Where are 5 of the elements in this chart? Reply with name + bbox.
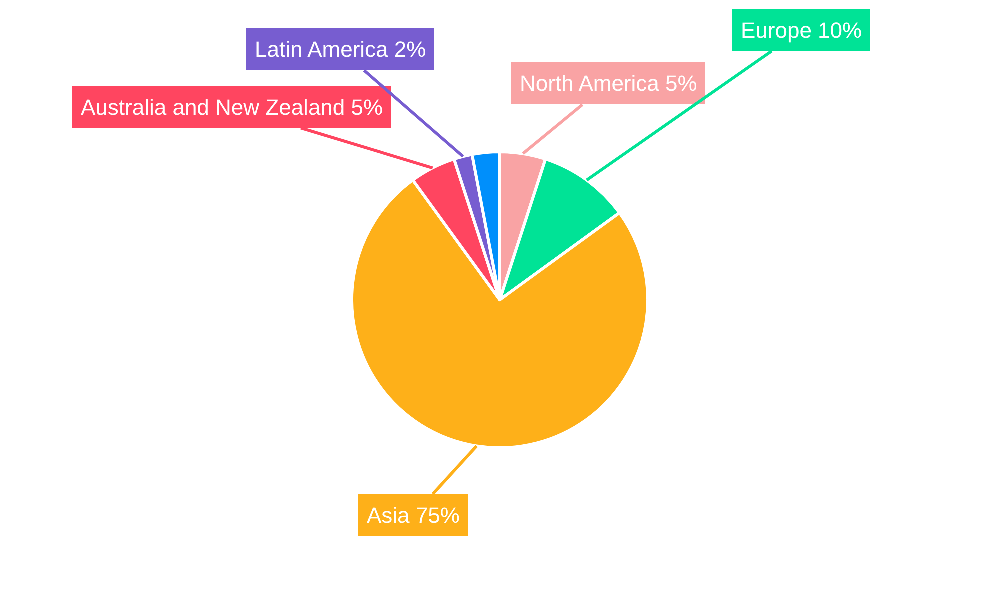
slice-label: Latin America 2% bbox=[255, 37, 426, 62]
slice-label: Australia and New Zealand 5% bbox=[81, 95, 384, 120]
slice-label: Asia 75% bbox=[367, 503, 460, 528]
slice-label: Europe 10% bbox=[741, 18, 862, 43]
slice-label: North America 5% bbox=[520, 71, 698, 96]
